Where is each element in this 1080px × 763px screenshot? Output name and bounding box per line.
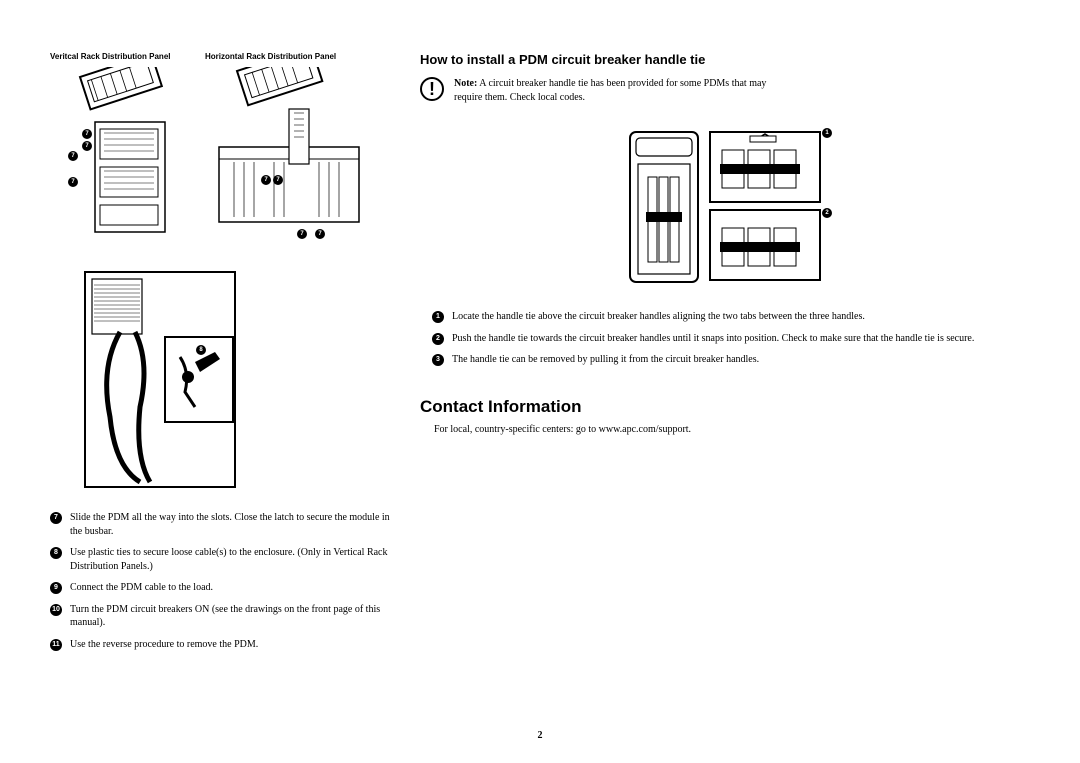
note-body: A circuit breaker handle tie has been pr… xyxy=(454,78,766,103)
step-text: The handle tie can be removed by pulling… xyxy=(452,353,1030,367)
step-text: Turn the PDM circuit breakers ON (see th… xyxy=(70,603,390,630)
contact-text: For local, country-specific centers: go … xyxy=(434,423,1030,437)
step-item: 11 Use the reverse procedure to remove t… xyxy=(50,638,390,652)
callout-1-icon: 1 xyxy=(822,128,832,138)
note-label: Note: xyxy=(454,78,477,89)
step-num-icon: 10 xyxy=(50,604,62,616)
left-steps-list: 7 Slide the PDM all the way into the slo… xyxy=(50,511,390,651)
note-icon: ! xyxy=(420,77,444,101)
step-text: Use plastic ties to secure loose cable(s… xyxy=(70,546,390,573)
page-number: 2 xyxy=(538,730,543,741)
step-text: Locate the handle tie above the circuit … xyxy=(452,310,1030,324)
callout-7-icon: 7 xyxy=(82,129,92,139)
step-num-icon: 8 xyxy=(50,547,62,559)
step-item: 8 Use plastic ties to secure loose cable… xyxy=(50,546,390,573)
step-text: Connect the PDM cable to the load. xyxy=(70,581,390,595)
page-container: Veritcal Rack Distribution Panel Horizon… xyxy=(0,0,1080,689)
callout-7-icon: 7 xyxy=(68,151,78,161)
callout-7-icon: 7 xyxy=(68,177,78,187)
callout-7-icon: 7 xyxy=(82,141,92,151)
label-horizontal: Horizontal Rack Distribution Panel xyxy=(205,52,336,61)
contact-title: Contact Information xyxy=(420,397,1030,417)
left-column: Veritcal Rack Distribution Panel Horizon… xyxy=(50,52,390,659)
callout-7-icon: 7 xyxy=(297,229,307,239)
step-text: Slide the PDM all the way into the slots… xyxy=(70,511,390,538)
step-num-icon: 7 xyxy=(50,512,62,524)
illustration-cable-tie: 8 xyxy=(80,267,280,497)
step-text: Use the reverse procedure to remove the … xyxy=(70,638,390,652)
callout-7-icon: 7 xyxy=(273,175,283,185)
step-num-icon: 11 xyxy=(50,639,62,651)
step-item: 3 The handle tie can be removed by pulli… xyxy=(432,353,1030,367)
illustration-vertical-rack: 7 7 7 7 xyxy=(50,67,185,237)
illustration-breaker: 1 2 xyxy=(610,122,840,292)
right-column: How to install a PDM circuit breaker han… xyxy=(420,52,1030,659)
step-item: 2 Push the handle tie towards the circui… xyxy=(432,332,1030,346)
callout-7-icon: 7 xyxy=(315,229,325,239)
top-illustrations: 7 7 7 7 xyxy=(50,67,390,257)
step-item: 1 Locate the handle tie above the circui… xyxy=(432,310,1030,324)
callout-8-icon: 8 xyxy=(196,345,206,355)
step-item: 9 Connect the PDM cable to the load. xyxy=(50,581,390,595)
step-num-icon: 1 xyxy=(432,311,444,323)
step-item: 7 Slide the PDM all the way into the slo… xyxy=(50,511,390,538)
note-text: Note: A circuit breaker handle tie has b… xyxy=(454,77,794,104)
step-num-icon: 2 xyxy=(432,333,444,345)
label-vertical: Veritcal Rack Distribution Panel xyxy=(50,52,185,61)
note-row: ! Note: A circuit breaker handle tie has… xyxy=(420,77,1030,104)
step-text: Push the handle tie towards the circuit … xyxy=(452,332,1030,346)
illustration-horizontal-rack: 7 7 7 7 xyxy=(189,67,379,257)
panel-labels-row: Veritcal Rack Distribution Panel Horizon… xyxy=(50,52,390,61)
step-num-icon: 3 xyxy=(432,354,444,366)
step-item: 10 Turn the PDM circuit breakers ON (see… xyxy=(50,603,390,630)
callout-2-icon: 2 xyxy=(822,208,832,218)
section-title-handle-tie: How to install a PDM circuit breaker han… xyxy=(420,52,1030,67)
step-num-icon: 9 xyxy=(50,582,62,594)
right-steps-list: 1 Locate the handle tie above the circui… xyxy=(432,310,1030,367)
callout-7-icon: 7 xyxy=(261,175,271,185)
